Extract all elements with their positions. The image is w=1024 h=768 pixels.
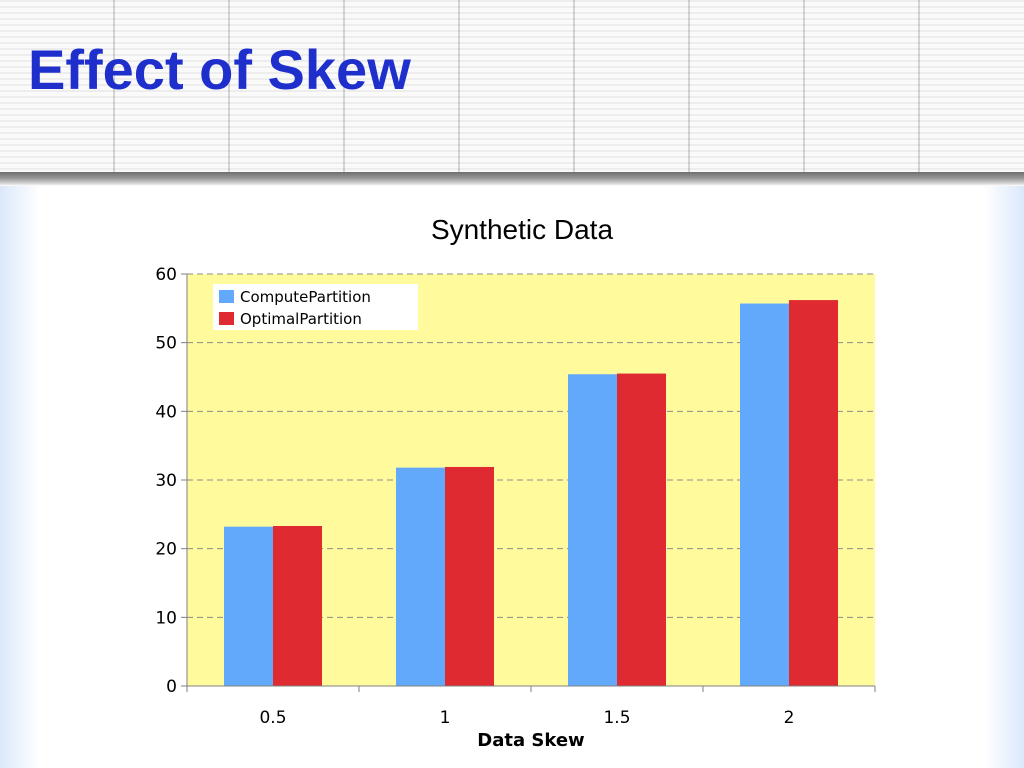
- bar-2: [273, 526, 322, 686]
- y-tick-label: 30: [155, 471, 177, 491]
- y-tick-label: 0: [166, 677, 177, 697]
- left-edge-decoration: [0, 186, 40, 768]
- y-tick-label: 40: [155, 402, 177, 422]
- y-tick-label: 10: [155, 608, 177, 628]
- legend: ComputePartition OptimalPartition: [213, 284, 418, 330]
- bar-1: [224, 526, 273, 686]
- slide-title: Effect of Skew: [28, 38, 411, 101]
- bar-2: [789, 300, 838, 686]
- bar-1: [568, 374, 617, 686]
- legend-box: [213, 284, 418, 330]
- bar-1: [396, 467, 445, 686]
- legend-swatch: [219, 290, 234, 303]
- chart-title: Synthetic Data: [431, 214, 614, 245]
- x-tick-label: 2: [784, 708, 795, 728]
- x-tick-label: 1: [440, 708, 451, 728]
- y-tick-label: 50: [155, 334, 177, 354]
- legend-swatch: [219, 312, 234, 325]
- axes: 0 10 20 30 40 50 60 0.5 1 1.5 2: [155, 265, 876, 728]
- bar-1: [740, 303, 789, 686]
- y-tick-label: 20: [155, 540, 177, 560]
- slide-header-background: [0, 0, 1024, 178]
- header-divider: [0, 172, 1024, 186]
- right-edge-decoration: [984, 186, 1024, 768]
- bar-2: [617, 373, 666, 686]
- legend-label: ComputePartition: [240, 288, 371, 306]
- x-tick-label: 0.5: [259, 708, 286, 728]
- y-tick-label: 60: [155, 265, 177, 285]
- legend-label: OptimalPartition: [240, 310, 362, 328]
- x-tick-label: 1.5: [603, 708, 630, 728]
- x-axis-label: Data Skew: [477, 730, 584, 751]
- bar-2: [445, 466, 494, 686]
- bars: [224, 300, 838, 686]
